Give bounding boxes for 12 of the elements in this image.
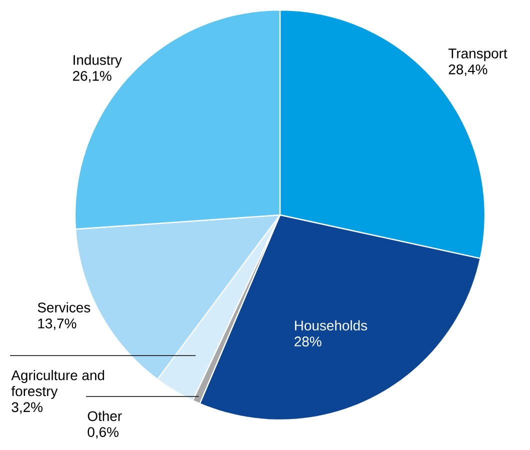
slice-label: Transport <box>448 48 508 62</box>
data-label: 0,6% <box>88 427 118 439</box>
slice-label: Industry <box>74 54 122 68</box>
data-label: 13,7% <box>38 318 76 330</box>
slice-label: Services <box>38 302 90 312</box>
data-label: 26,1% <box>73 70 112 82</box>
slice-label: Agriculture and forestry <box>11 370 104 399</box>
data-label: 3,2% <box>12 402 42 414</box>
data-label: 28% <box>294 336 322 346</box>
slice-label: Households <box>295 320 368 330</box>
data-label: 28,4% <box>448 64 488 76</box>
slice-label: Other <box>88 410 122 422</box>
